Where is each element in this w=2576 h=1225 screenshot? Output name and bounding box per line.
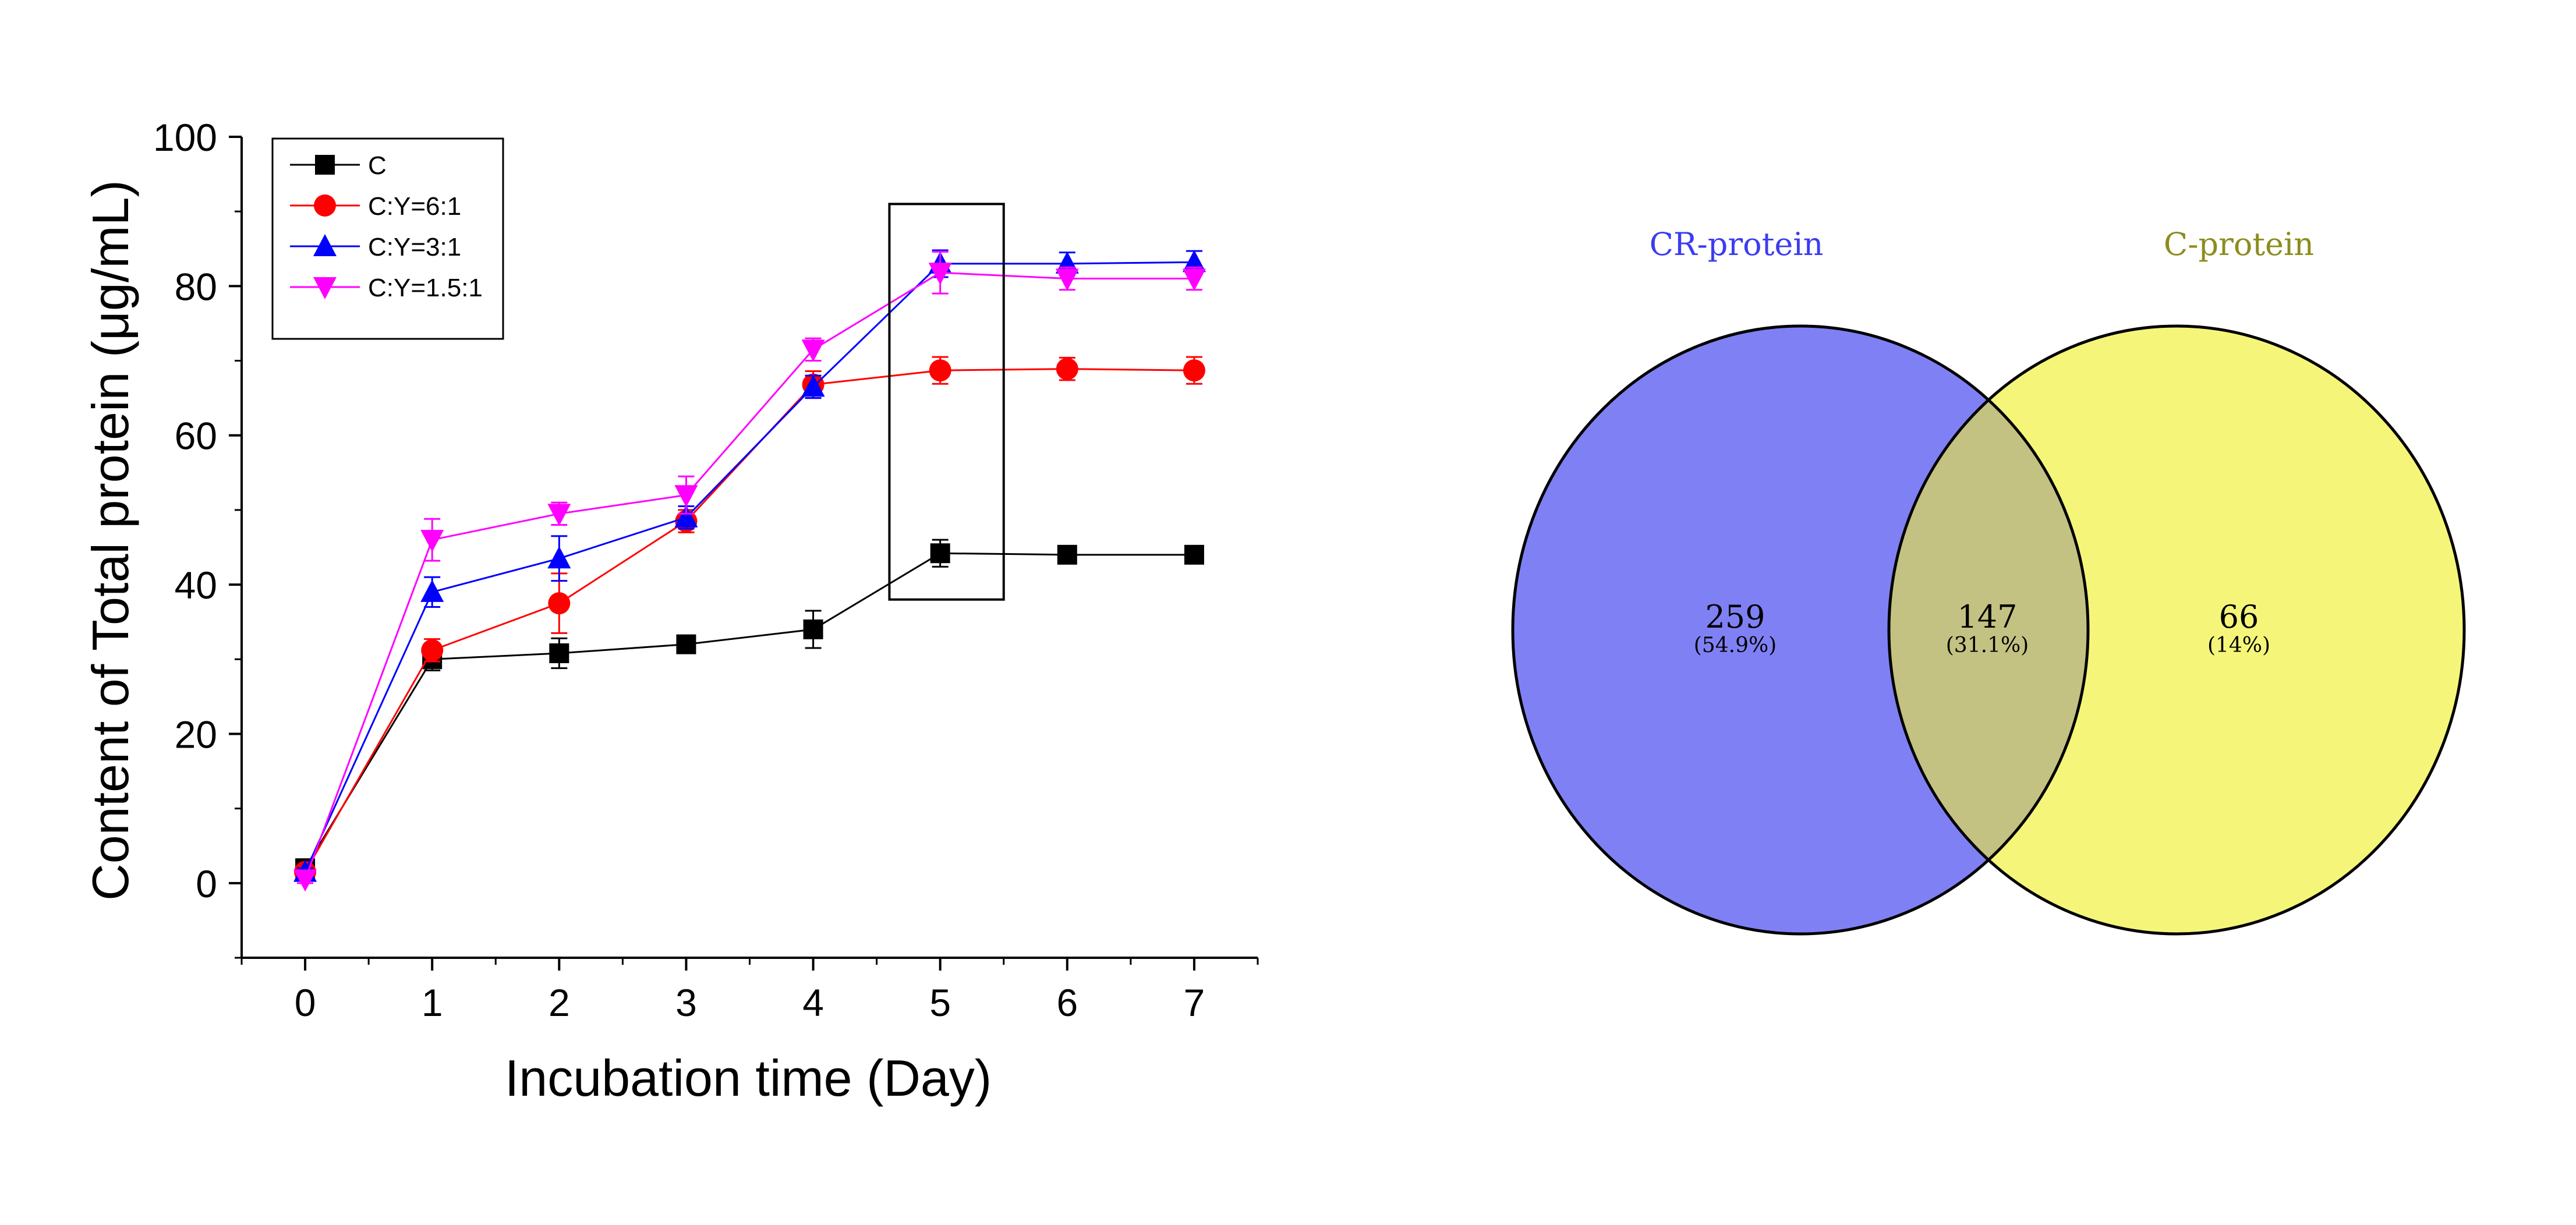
y-tick-label: 80 bbox=[175, 265, 217, 308]
data-point bbox=[547, 546, 571, 569]
y-tick-label: 40 bbox=[175, 564, 217, 607]
series-line bbox=[304, 552, 1194, 869]
venn-percent-right: (14%) bbox=[2207, 633, 2270, 657]
data-point bbox=[803, 619, 823, 639]
venn-count-intersection: 147 bbox=[1957, 599, 2017, 635]
legend-label: C:Y=6:1 bbox=[368, 192, 461, 221]
y-axis-title: Content of Total protein (μg/mL) bbox=[82, 180, 139, 901]
data-point bbox=[293, 869, 317, 892]
data-point bbox=[1057, 544, 1077, 565]
data-point bbox=[421, 639, 444, 661]
x-tick-label: 2 bbox=[549, 981, 570, 1024]
y-axis: 0 20 40 60 80 100 bbox=[153, 116, 242, 959]
data-point bbox=[1182, 268, 1206, 291]
data-point bbox=[928, 263, 952, 285]
series-line bbox=[304, 271, 1194, 880]
data-point bbox=[1184, 544, 1204, 565]
legend-box bbox=[271, 137, 504, 340]
highlight-box bbox=[888, 203, 1005, 601]
legend-marker bbox=[313, 277, 337, 299]
venn-percent-left: (54.9%) bbox=[1694, 633, 1777, 657]
legend-item: C bbox=[290, 151, 387, 180]
data-point bbox=[547, 504, 571, 526]
x-tick-label: 5 bbox=[929, 981, 951, 1024]
legend-marker bbox=[314, 194, 336, 217]
data-point bbox=[930, 543, 950, 564]
data-point bbox=[674, 485, 698, 508]
legend-item: C:Y=6:1 bbox=[290, 192, 461, 221]
legend-marker bbox=[315, 155, 335, 175]
venn-outline-left bbox=[1511, 324, 2090, 936]
legend-item: C:Y=1.5:1 bbox=[290, 274, 483, 302]
data-point bbox=[420, 530, 444, 553]
data-point bbox=[676, 634, 696, 654]
line-chart: 0 1 2 3 4 5 6 7 0 20 40 60 80 100 C C:Y=6:1 C:Y=3:1 C:Y… bbox=[82, 116, 1259, 1107]
x-tick-label: 1 bbox=[422, 981, 443, 1024]
venn-percent-intersection: (31.1%) bbox=[1946, 633, 2029, 657]
x-tick-label: 4 bbox=[802, 981, 824, 1024]
data-point bbox=[929, 359, 951, 382]
x-tick-label: 3 bbox=[675, 981, 697, 1024]
data-point bbox=[1056, 357, 1078, 380]
venn-outline-right bbox=[1887, 324, 2466, 936]
data-point bbox=[549, 643, 569, 664]
data-point bbox=[801, 339, 825, 362]
x-tick-label: 0 bbox=[295, 981, 316, 1024]
data-point bbox=[1183, 359, 1205, 382]
legend-label: C:Y=3:1 bbox=[368, 233, 461, 261]
x-axis-title: Incubation time (Day) bbox=[505, 1049, 992, 1107]
data-point bbox=[548, 592, 571, 615]
venn-set-title-cr-protein: CR-protein bbox=[1650, 226, 1824, 263]
series-line bbox=[304, 261, 1194, 873]
y-tick-label: 60 bbox=[175, 415, 217, 458]
venn-count-right: 66 bbox=[2219, 599, 2259, 635]
data-point bbox=[1055, 268, 1079, 291]
y-tick-label: 20 bbox=[175, 713, 217, 756]
venn-count-left: 259 bbox=[1705, 599, 1765, 635]
legend-item: C:Y=3:1 bbox=[290, 233, 461, 261]
legend-label: C bbox=[368, 151, 387, 180]
x-tick-label: 6 bbox=[1056, 981, 1078, 1024]
legend-label: C:Y=1.5:1 bbox=[368, 274, 483, 302]
x-tick-label: 7 bbox=[1184, 981, 1205, 1024]
series-3 bbox=[293, 250, 1206, 892]
x-axis: 0 1 2 3 4 5 6 7 bbox=[240, 958, 1259, 1024]
y-tick-label: 0 bbox=[196, 862, 217, 905]
series-layer bbox=[293, 249, 1206, 892]
data-point bbox=[801, 374, 825, 397]
y-tick-label: 100 bbox=[153, 116, 217, 159]
legend-marker bbox=[313, 234, 337, 256]
annotation-layer bbox=[888, 203, 1005, 601]
legend: C C:Y=6:1 C:Y=3:1 C:Y=1.5:1 bbox=[271, 137, 504, 340]
data-point bbox=[420, 579, 444, 602]
venn-intersection bbox=[1889, 326, 2088, 934]
venn-set-title-c-protein: C-protein bbox=[2164, 226, 2314, 263]
data-point bbox=[674, 505, 698, 527]
venn-diagram: CR-protein C-protein 259 (54.9%) 147 (31… bbox=[1511, 226, 2466, 936]
